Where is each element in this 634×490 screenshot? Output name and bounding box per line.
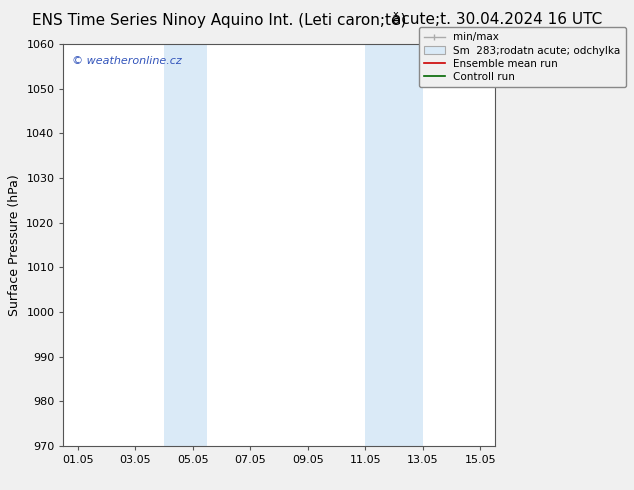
Y-axis label: Surface Pressure (hPa): Surface Pressure (hPa) (8, 174, 21, 316)
Text: © weatheronline.cz: © weatheronline.cz (72, 56, 182, 66)
Text: ENS Time Series Ninoy Aquino Int. (Leti caron;tě): ENS Time Series Ninoy Aquino Int. (Leti … (32, 12, 406, 28)
Text: acute;t. 30.04.2024 16 UTC: acute;t. 30.04.2024 16 UTC (392, 12, 602, 27)
Bar (365, 44, 423, 446)
Legend: min/max, Sm  283;rodatn acute; odchylka, Ensemble mean run, Controll run: min/max, Sm 283;rodatn acute; odchylka, … (419, 27, 626, 87)
Bar (164, 44, 207, 446)
